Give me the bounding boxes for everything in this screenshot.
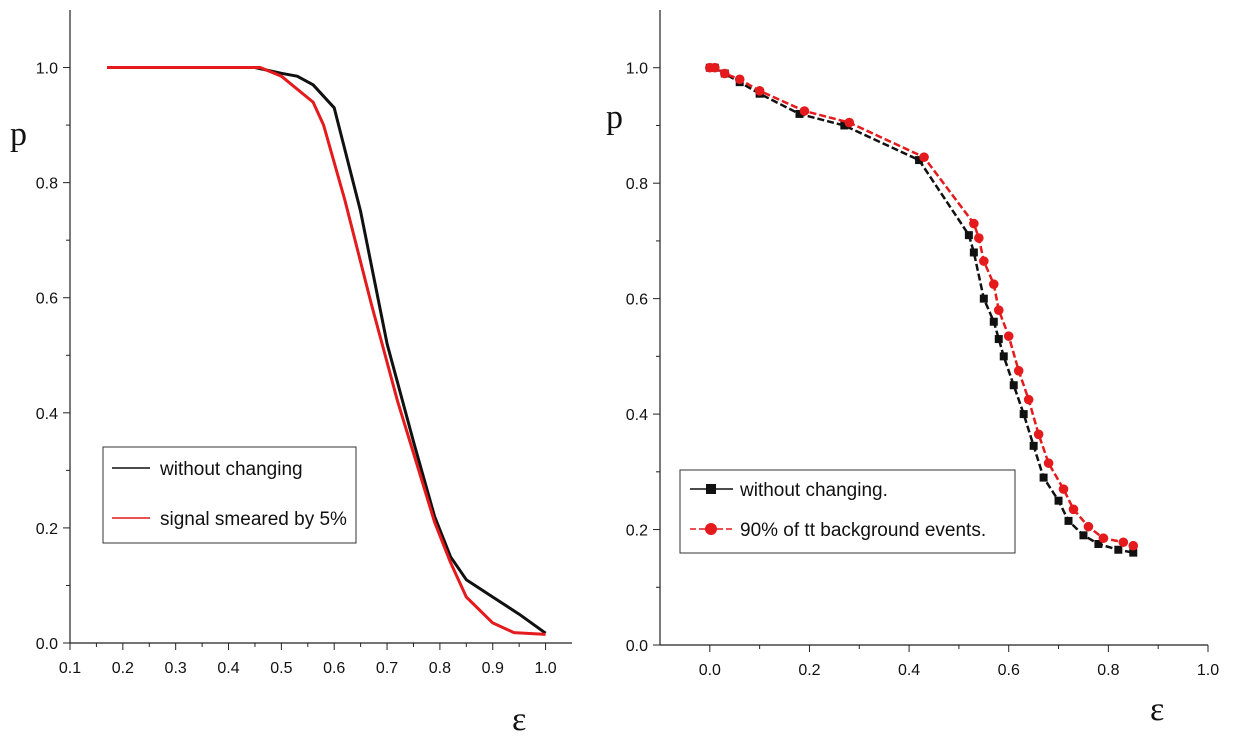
right-series-1-point (799, 106, 810, 116)
right-series-1-point (1118, 537, 1129, 548)
left-x-tick-label: 0.7 (376, 660, 398, 677)
right-series-1-point (974, 233, 984, 243)
right-series-1-point (1033, 429, 1044, 440)
right-y-tick-label: 0.6 (626, 292, 648, 309)
right-y-axis-title: p (606, 99, 623, 136)
right-x-axis-title: ε (1150, 691, 1164, 728)
right-series-0-point (1039, 473, 1048, 482)
left-legend-label-0: without changing (159, 459, 303, 480)
right-series-1-point (734, 74, 745, 85)
left-y-axis-title: p (10, 116, 27, 153)
right-series-1-point (719, 68, 730, 79)
right-series-0-point (840, 121, 849, 130)
right-series-0-point (999, 352, 1008, 361)
left-x-tick-label: 0.2 (112, 660, 134, 677)
right-series-0-point (979, 294, 988, 303)
left-y-tick-label: 0.6 (36, 291, 58, 308)
right-series-1-point (844, 117, 855, 128)
right-series-0-point (1054, 496, 1063, 505)
right-series-0-point (1094, 539, 1103, 548)
left-x-tick-label: 0.9 (482, 660, 504, 677)
right-series-1-point (993, 305, 1004, 315)
right-series-0-point (1009, 381, 1018, 390)
right-series-0-point (1029, 441, 1038, 450)
right-x-tick-label: 0.4 (898, 662, 920, 679)
right-series-1-point (1043, 458, 1054, 468)
left-y-tick-label: 0.2 (36, 521, 58, 538)
right-series-1-point (979, 256, 989, 266)
right-series-0-point (1079, 531, 1088, 540)
right-y-tick-label: 0.8 (626, 176, 648, 193)
left-x-tick-label: 0.1 (59, 660, 81, 677)
left-series-line-0 (107, 66, 547, 635)
right-y-tick-label: 0.4 (626, 407, 648, 424)
right-x-tick-label: 0.0 (699, 662, 721, 679)
right-series-1-point (1098, 533, 1109, 544)
left-legend: without changing signal smeared by 5% (102, 446, 357, 544)
right-series-1-point (969, 218, 979, 229)
right-series-0-point (989, 317, 998, 326)
right-legend-label-0: without changing. (739, 480, 888, 501)
left-x-tick-label: 1.0 (534, 660, 556, 677)
left-y-tick-label: 0.8 (36, 176, 58, 193)
right-legend-swatch-marker-1 (705, 523, 717, 535)
right-series-0-point (1129, 548, 1138, 557)
left-legend-box (102, 446, 357, 544)
left-x-tick-label: 0.3 (165, 660, 187, 677)
right-x-tick-label: 0.8 (1097, 662, 1119, 679)
right-series-1-point (1128, 540, 1139, 551)
right-y-tick-label: 0.2 (626, 523, 648, 540)
right-legend-box (679, 469, 1016, 554)
right-series-1-point (988, 279, 999, 290)
right-series-1-point (1003, 331, 1014, 341)
right-legend-label-1: 90% of tt background events. (740, 520, 986, 541)
left-x-axis-title: ε (512, 701, 526, 736)
left-x-tick-label: 0.8 (429, 660, 451, 677)
left-x-tick-label: 0.6 (323, 660, 345, 677)
left-y-tick-label: 0.0 (36, 636, 58, 653)
right-series-1-point (1068, 504, 1079, 515)
right-series-0-point (1114, 545, 1123, 554)
right-series-1-point (754, 86, 765, 96)
right-series-1-point (1058, 484, 1069, 494)
right-x-tick-label: 0.2 (798, 662, 820, 679)
right-legend: without changing. 90% of tt background e… (679, 469, 1016, 554)
right-series-0-point (964, 231, 973, 240)
right-series-1-point (919, 152, 929, 163)
right-series-0-point (1064, 516, 1073, 525)
right-x-tick-label: 1.0 (1197, 662, 1219, 679)
right-series-1-point (710, 62, 720, 73)
right-y-tick-label: 1.0 (626, 61, 648, 78)
right-chart-panel: 0.0 0.2 0.4 0.6 0.8 1.0 0.00.20.40.60.81.0 p … (606, 10, 1219, 728)
right-series-0-point (969, 248, 978, 257)
left-chart-panel: 0.1 0.2 0.3 0.4 0.5 0.6 0.7 0.8 0.9 1.0 0.0 0.2 0.4… (10, 10, 572, 736)
right-legend-swatch-marker-0 (706, 484, 716, 494)
right-series-0-point (915, 156, 924, 165)
left-series-line-1 (107, 66, 546, 636)
right-series-0-point (795, 109, 804, 118)
left-y-tick-label: 0.4 (36, 406, 58, 423)
left-legend-label-1: signal smeared by 5% (160, 509, 347, 530)
right-x-tick-label: 0.6 (998, 662, 1020, 679)
right-y-tick-label: 0.0 (626, 638, 648, 655)
right-series-0-point (1019, 410, 1028, 419)
right-series-1-point (1083, 521, 1094, 532)
left-x-tick-label: 0.5 (270, 660, 292, 677)
left-x-tick-label: 0.4 (217, 660, 239, 677)
left-y-tick-label: 1.0 (36, 61, 58, 78)
right-series-1-point (1013, 365, 1024, 376)
right-series-0-point (994, 335, 1003, 344)
right-series-1-point (1023, 394, 1034, 405)
